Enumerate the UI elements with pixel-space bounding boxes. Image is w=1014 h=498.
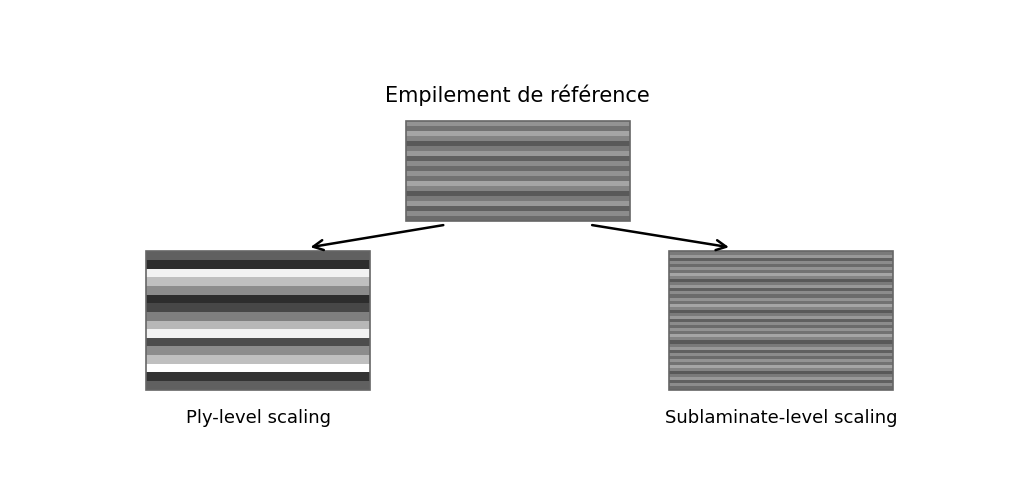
Bar bbox=[406, 171, 630, 176]
Bar bbox=[669, 257, 893, 260]
Bar bbox=[669, 316, 893, 319]
Bar bbox=[406, 141, 630, 146]
Bar bbox=[406, 166, 630, 171]
Bar bbox=[669, 260, 893, 264]
Bar bbox=[669, 297, 893, 301]
Bar bbox=[669, 291, 893, 294]
Bar bbox=[146, 321, 370, 329]
Bar bbox=[669, 383, 893, 386]
Bar bbox=[669, 310, 893, 313]
Text: Ply-level scaling: Ply-level scaling bbox=[186, 409, 331, 427]
Bar bbox=[146, 277, 370, 286]
Bar bbox=[669, 368, 893, 371]
Bar bbox=[669, 294, 893, 297]
Bar bbox=[669, 337, 893, 341]
Bar bbox=[406, 136, 630, 141]
Bar bbox=[669, 276, 893, 279]
Bar bbox=[669, 328, 893, 331]
Bar bbox=[146, 373, 370, 381]
Bar bbox=[406, 161, 630, 166]
Bar bbox=[146, 329, 370, 338]
Bar bbox=[669, 251, 893, 254]
Bar bbox=[146, 347, 370, 355]
Bar bbox=[669, 301, 893, 304]
Bar bbox=[146, 260, 370, 269]
Bar bbox=[669, 325, 893, 328]
Bar bbox=[146, 381, 370, 389]
Bar bbox=[669, 313, 893, 316]
Bar bbox=[669, 347, 893, 350]
Bar bbox=[669, 365, 893, 368]
Text: Sublaminate-level scaling: Sublaminate-level scaling bbox=[665, 409, 897, 427]
Bar bbox=[146, 312, 370, 321]
Bar bbox=[406, 156, 630, 161]
Bar bbox=[406, 206, 630, 211]
Bar bbox=[146, 295, 370, 303]
Bar bbox=[146, 269, 370, 277]
Bar bbox=[669, 344, 893, 347]
Bar bbox=[406, 126, 630, 131]
Bar bbox=[146, 286, 370, 295]
Bar bbox=[406, 191, 630, 196]
Bar bbox=[669, 356, 893, 359]
Bar bbox=[669, 307, 893, 310]
Bar bbox=[669, 374, 893, 377]
Bar bbox=[406, 121, 630, 126]
Bar bbox=[669, 251, 893, 389]
Bar bbox=[669, 386, 893, 389]
Bar bbox=[406, 131, 630, 136]
Bar bbox=[669, 319, 893, 322]
Bar bbox=[406, 196, 630, 201]
Bar bbox=[669, 341, 893, 344]
Bar bbox=[669, 334, 893, 337]
Bar bbox=[146, 251, 370, 389]
Bar bbox=[406, 186, 630, 191]
Bar bbox=[669, 285, 893, 288]
Bar bbox=[669, 273, 893, 276]
Bar bbox=[669, 267, 893, 270]
Bar bbox=[669, 288, 893, 291]
Bar bbox=[406, 146, 630, 151]
Bar bbox=[406, 121, 630, 221]
Text: Empilement de référence: Empilement de référence bbox=[385, 84, 650, 106]
Bar bbox=[406, 211, 630, 216]
Bar bbox=[406, 181, 630, 186]
Bar bbox=[669, 331, 893, 334]
Bar bbox=[669, 377, 893, 380]
Bar bbox=[669, 350, 893, 353]
Bar bbox=[669, 322, 893, 325]
Bar bbox=[669, 254, 893, 257]
Bar bbox=[669, 282, 893, 285]
Bar bbox=[406, 216, 630, 221]
Bar bbox=[669, 362, 893, 365]
Bar bbox=[146, 364, 370, 373]
Bar bbox=[406, 201, 630, 206]
Bar bbox=[669, 353, 893, 356]
Bar bbox=[669, 264, 893, 267]
Bar bbox=[146, 303, 370, 312]
Bar bbox=[146, 355, 370, 364]
Bar bbox=[669, 270, 893, 273]
Bar bbox=[669, 371, 893, 374]
Bar bbox=[669, 380, 893, 383]
Bar bbox=[146, 251, 370, 260]
Bar bbox=[406, 151, 630, 156]
Bar bbox=[669, 279, 893, 282]
Bar bbox=[669, 304, 893, 307]
Bar bbox=[406, 176, 630, 181]
Bar bbox=[146, 338, 370, 347]
Bar bbox=[669, 359, 893, 362]
